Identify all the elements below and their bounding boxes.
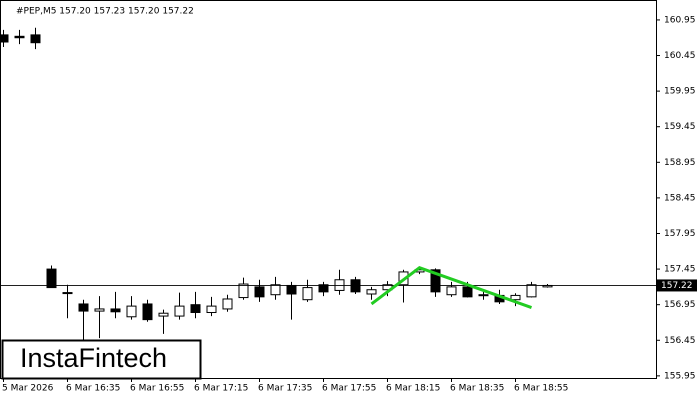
x-tick-label: 6 Mar 18:15 — [386, 384, 440, 394]
candle-body — [46, 268, 57, 289]
candle-body — [222, 298, 233, 310]
candle-body — [462, 286, 473, 298]
x-tick-label: 6 Mar 18:35 — [450, 384, 504, 394]
x-tick-label: 6 Mar 16:55 — [130, 384, 184, 394]
y-tick-label: 159.95 — [664, 87, 696, 97]
candle-body — [0, 34, 9, 43]
candle-body — [254, 286, 265, 298]
candle-body — [526, 284, 537, 298]
x-tick-label: 5 Mar 2026 — [2, 384, 54, 394]
y-tick-label: 160.95 — [664, 15, 696, 25]
logo: InstaFintech — [20, 343, 167, 373]
y-tick-label: 156.95 — [664, 300, 696, 310]
candle-body — [110, 308, 121, 313]
y-tick-label: 159.45 — [664, 122, 696, 132]
candle-body — [78, 303, 89, 312]
pattern-line — [370, 265, 533, 309]
candle-body — [478, 294, 489, 297]
x-tick-label: 6 Mar 17:15 — [194, 384, 248, 394]
candle-body — [190, 304, 201, 314]
candle-body — [174, 305, 185, 317]
candle-body — [126, 305, 137, 318]
candle-body — [30, 34, 41, 44]
candle-body — [430, 269, 441, 293]
x-tick-label: 6 Mar 17:55 — [322, 384, 376, 394]
chart-title: #PEP,M5 157.20 157.23 157.20 157.22 — [16, 7, 194, 17]
candle-body — [158, 312, 169, 317]
y-tick-label: 157.45 — [664, 265, 696, 275]
y-tick-label: 158.95 — [664, 158, 696, 168]
candle-body — [206, 305, 217, 314]
candle-body — [302, 287, 313, 301]
candle-body — [318, 284, 329, 293]
candle-body — [510, 294, 521, 301]
candle-body — [94, 308, 105, 312]
candle-body — [238, 283, 249, 299]
candle-body — [286, 284, 297, 295]
candle-body — [142, 303, 153, 321]
y-tick-label: 155.95 — [664, 371, 696, 381]
candle-body — [270, 284, 281, 296]
candle-body — [446, 286, 457, 296]
y-tick-label: 156.45 — [664, 336, 696, 346]
y-tick-label: 158.45 — [664, 193, 696, 203]
logo-box — [1, 339, 202, 380]
candle-body — [366, 289, 377, 295]
y-tick-label: 160.45 — [664, 51, 696, 61]
plot-frame — [0, 0, 657, 379]
x-tick-label: 6 Mar 17:35 — [258, 384, 312, 394]
x-tick-label: 6 Mar 18:55 — [514, 384, 568, 394]
candle-body — [62, 292, 73, 295]
x-tick-label: 6 Mar 16:35 — [66, 384, 120, 394]
last-price-box — [657, 279, 697, 292]
y-tick-label: 157.95 — [664, 229, 696, 239]
candle-body — [14, 35, 25, 39]
last-price-label: 157.22 — [661, 281, 693, 291]
